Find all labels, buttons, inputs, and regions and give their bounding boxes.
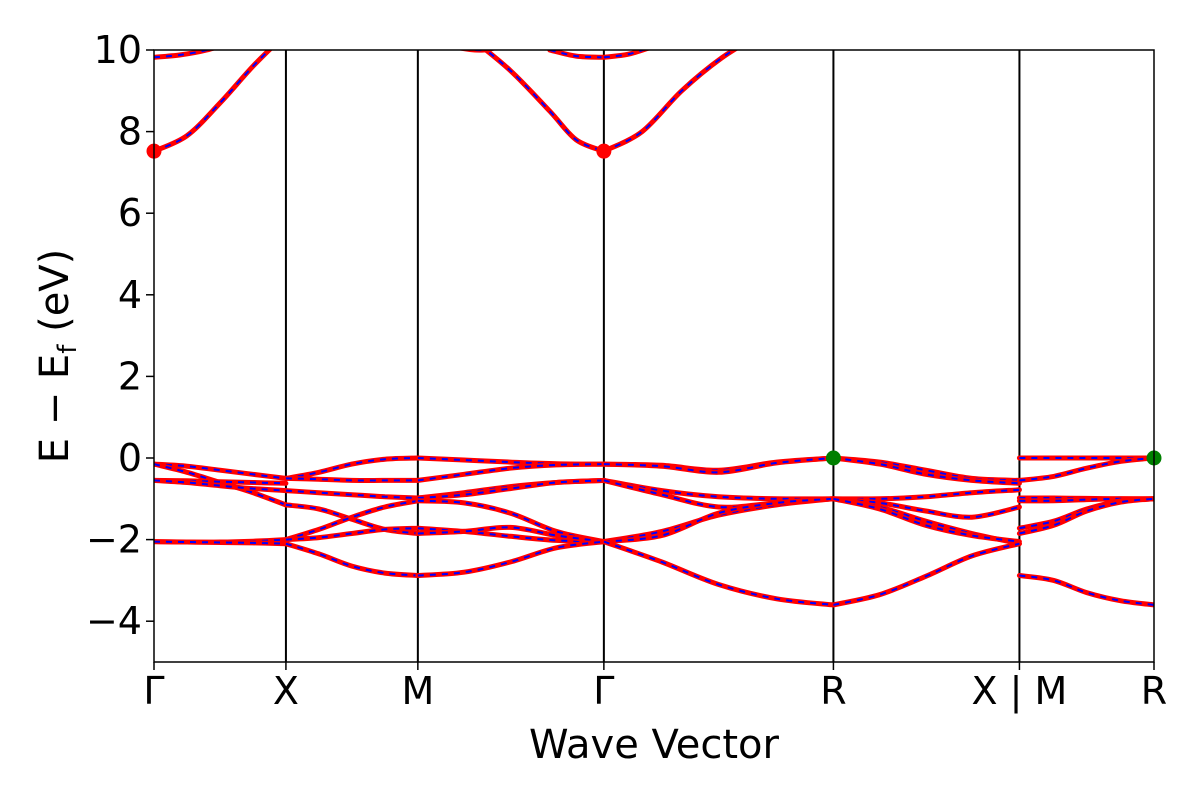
x-tick-label-3: Γ xyxy=(593,669,614,713)
band-curve-overlay-40 xyxy=(833,497,1020,543)
y-tick-label-1: −2 xyxy=(86,518,142,562)
band-curve-21 xyxy=(415,524,607,545)
y-axis-title: E − Ef (eV) xyxy=(32,249,83,464)
band-curve-12 xyxy=(283,498,421,543)
vbm-marker-2 xyxy=(825,450,841,466)
y-tick-label-2: 0 xyxy=(118,436,142,480)
band-curve-47 xyxy=(1016,496,1154,536)
y-tick-label-3: 2 xyxy=(118,354,142,398)
band-curve-overlay-24 xyxy=(484,50,605,153)
y-tick-label-0: −4 xyxy=(86,599,142,643)
plot-frame xyxy=(153,49,1155,663)
band-curve-23 xyxy=(457,50,497,53)
y-tick-label-7: 10 xyxy=(94,28,142,72)
band-curve-overlay-26 xyxy=(603,50,736,153)
band-curve-overlay-1 xyxy=(154,50,211,59)
y-axis-title-subscript: f xyxy=(53,344,83,354)
band-curve-overlay-4 xyxy=(154,479,286,485)
band-curve-overlay-9 xyxy=(285,477,418,482)
band-curve-38 xyxy=(830,496,1022,520)
x-tick-label-2: M xyxy=(401,669,434,713)
band-curve-overlay-10 xyxy=(285,489,418,499)
x-axis-title: Wave Vector xyxy=(529,722,780,768)
band-curve-overlay-13 xyxy=(285,527,418,541)
band-curve-overlay-33 xyxy=(603,497,834,543)
band-curve-overlay-5 xyxy=(154,479,286,492)
band-curve-14 xyxy=(283,541,421,578)
band-curve-overlay-41 xyxy=(833,542,1020,606)
x-tick-label-0: Γ xyxy=(143,669,164,713)
band-curve-43 xyxy=(1016,455,1154,483)
band-curve-overlay-22 xyxy=(417,540,605,577)
y-axis-title-main: E − E xyxy=(32,354,78,464)
y-tick-label-5: 6 xyxy=(118,191,142,235)
x-tick-label-4: R xyxy=(820,669,846,713)
plot-background xyxy=(154,50,1154,662)
band-curve-16 xyxy=(415,461,607,483)
cbm-marker-1 xyxy=(596,143,612,159)
x-tick-label-6: R xyxy=(1141,669,1167,713)
band-curve-18 xyxy=(415,477,607,501)
y-axis-title-unit: (eV) xyxy=(32,249,78,345)
band-curve-overlay-23 xyxy=(466,50,491,52)
band-curve-overlay-0 xyxy=(154,50,271,153)
y-axis: −4 −2 0 2 4 6 8 10 xyxy=(86,28,154,643)
band-curve-overlay-7 xyxy=(154,540,286,545)
x-tick-label-5: X | M xyxy=(972,669,1068,714)
band-curve-overlay-29 xyxy=(603,457,834,474)
x-tick-label-1: X xyxy=(273,669,299,713)
band-curves xyxy=(154,50,1154,608)
band-curve-36 xyxy=(830,455,1022,486)
band-curve-overlay-8 xyxy=(285,457,418,480)
band-curve-overlay-25 xyxy=(549,50,604,59)
band-curve-48 xyxy=(1016,573,1154,608)
band-curve-overlay-34 xyxy=(603,540,834,606)
band-edge-markers xyxy=(146,143,1162,466)
y-tick-label-4: 4 xyxy=(118,273,142,317)
x-axis: Γ X M Γ R X | M R xyxy=(143,662,1167,714)
band-curve-overlay-2 xyxy=(154,463,287,480)
y-tick-label-6: 8 xyxy=(118,110,142,154)
